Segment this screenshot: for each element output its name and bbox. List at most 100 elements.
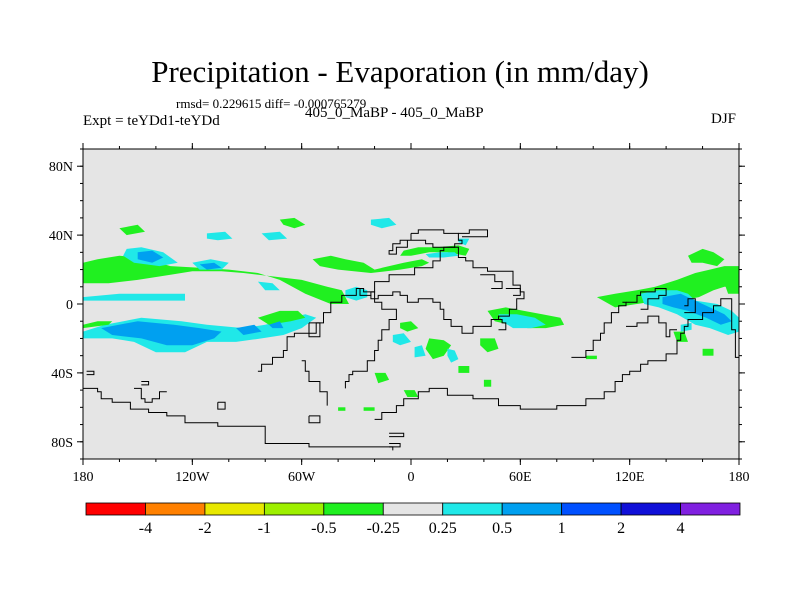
field-region <box>261 231 288 241</box>
field-region <box>425 338 452 360</box>
field-regions <box>83 217 739 411</box>
colorbar-label: 0.25 <box>429 520 457 537</box>
map-background <box>83 149 739 459</box>
field-region <box>392 333 411 346</box>
colorbar-label: -0.25 <box>367 520 400 537</box>
field-region <box>400 321 419 332</box>
season-label: DJF <box>711 111 737 127</box>
colorbar-label: -2 <box>198 520 211 537</box>
field-region <box>400 245 470 256</box>
field-region <box>596 266 739 308</box>
lon-tick-label: 120W <box>175 470 210 485</box>
lat-tick-label: 0 <box>66 298 73 313</box>
colorbar-swatch <box>85 502 146 516</box>
difference-label: 405_0_MaBP - 405_0_MaBP <box>305 105 484 121</box>
lon-tick-label: 60W <box>288 470 316 485</box>
field-region <box>257 310 306 325</box>
lon-tick-label: 180 <box>73 470 94 485</box>
field-region <box>363 407 375 411</box>
field-region <box>425 252 459 258</box>
field-region <box>483 379 492 387</box>
coastline <box>301 360 328 406</box>
colorbar-swatch <box>680 502 741 516</box>
field-region <box>83 255 349 304</box>
colorbar-swatch <box>204 502 265 516</box>
field-region <box>338 407 346 411</box>
field-region <box>662 293 732 325</box>
coastlines <box>83 229 739 451</box>
field-region <box>414 345 426 358</box>
coastline <box>389 432 405 438</box>
field-region <box>119 224 145 236</box>
field-region <box>702 348 714 356</box>
coastline <box>86 370 95 376</box>
field-region <box>458 366 470 373</box>
coastline <box>141 381 150 386</box>
field-region <box>312 255 430 273</box>
field-region <box>724 276 739 294</box>
colorbar-swatch <box>382 502 444 516</box>
colorbar-label: 2 <box>617 520 625 537</box>
field-region <box>480 338 499 353</box>
colorbar-label: 0.5 <box>492 520 512 537</box>
lon-tick-label: 180 <box>729 470 750 485</box>
field-region <box>688 248 725 267</box>
colorbar-swatch <box>501 502 563 516</box>
colorbar-swatch <box>323 502 384 516</box>
field-region <box>374 372 390 384</box>
coastline <box>308 415 321 424</box>
coastline <box>83 387 394 451</box>
lat-tick-label: 80S <box>51 436 73 451</box>
colorbar-label: -4 <box>139 520 152 537</box>
field-region <box>101 321 222 346</box>
coastline <box>388 229 463 255</box>
lat-tick-label: 40S <box>51 367 73 382</box>
field-region <box>447 348 459 363</box>
field-region <box>137 250 164 263</box>
coastline <box>374 298 739 420</box>
colorbar-swatch <box>263 502 325 516</box>
colorbar-label: 4 <box>677 520 685 537</box>
lon-tick-label: 60E <box>509 470 532 485</box>
field-region <box>199 262 222 270</box>
coastline <box>571 301 627 358</box>
colorbar-swatch <box>145 502 206 516</box>
coastline <box>684 298 696 314</box>
coastline <box>389 443 401 448</box>
stats-label: rmsd= 0.229615 diff= -0.000765279 <box>176 96 367 111</box>
axis-ticks: 80N 40N 0 40S 80S 180 120W 60W 0 60E 120E 180 <box>49 143 750 485</box>
field-region <box>206 231 233 241</box>
coastline <box>626 315 677 338</box>
lon-tick-label: 0 <box>408 470 415 485</box>
lat-tick-label: 80N <box>49 160 73 175</box>
field-region <box>83 321 113 329</box>
field-region <box>370 217 397 229</box>
coastline <box>458 229 488 238</box>
colorbar-swatch <box>620 502 681 516</box>
field-region <box>403 390 419 397</box>
coastline <box>480 274 503 289</box>
colorbar-label: -1 <box>258 520 271 537</box>
field-region <box>279 217 306 229</box>
experiment-label: Expt = teYDd1-teYDd <box>83 113 220 129</box>
coastline <box>134 387 167 403</box>
field-region <box>236 324 262 335</box>
field-region <box>83 293 185 301</box>
page-title: Precipitation - Evaporation (in mm/day) <box>151 54 649 89</box>
field-region <box>585 355 597 360</box>
colorbar-swatch <box>561 502 622 516</box>
colorbar: -4 -2 -1 -0.5 -0.25 0.25 0.5 1 2 4 <box>85 502 741 537</box>
coastline <box>491 319 507 331</box>
coastline <box>626 288 667 310</box>
lon-tick-label: 120E <box>615 470 645 485</box>
coastline <box>217 401 226 410</box>
field-region <box>498 314 546 329</box>
coastline <box>360 246 525 334</box>
colorbar-label: 1 <box>558 520 566 537</box>
coastline <box>505 288 521 296</box>
field-region <box>268 321 284 329</box>
field-region <box>257 281 280 291</box>
colorbar-swatch <box>442 502 503 516</box>
colorbar-label: -0.5 <box>311 520 336 537</box>
